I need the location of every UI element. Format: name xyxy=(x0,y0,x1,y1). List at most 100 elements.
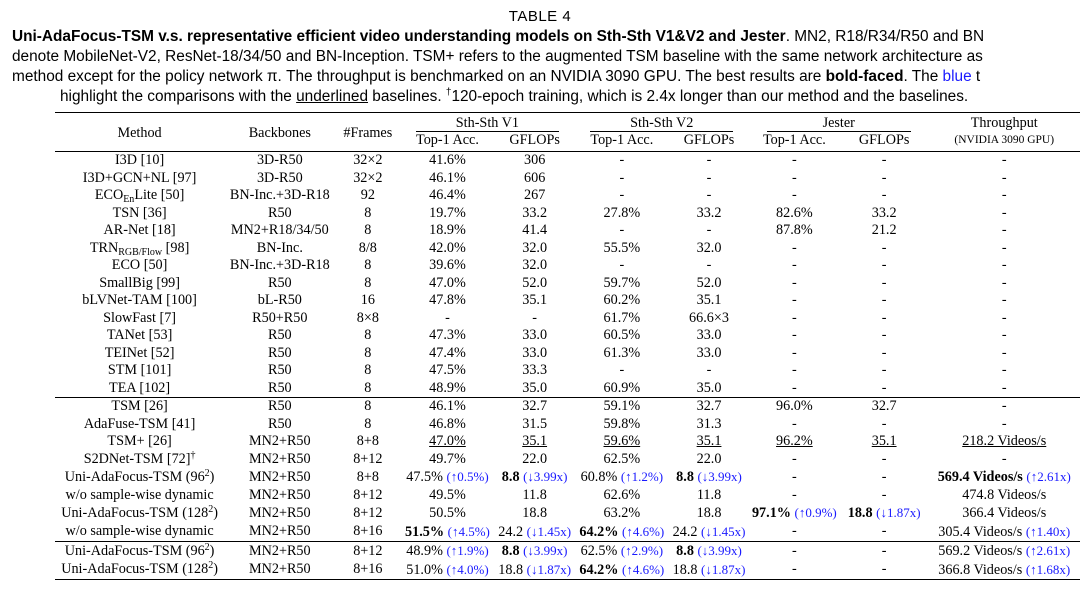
delta-up: (↑4.5%) xyxy=(447,523,490,539)
cell-v1-acc: 47.5% (↑0.5%) xyxy=(406,469,489,485)
cell-v2-acc: 62.5% (↑2.9%) xyxy=(580,543,664,559)
cell-jester-gflops: 21.2 xyxy=(871,222,897,238)
cell-throughput: - xyxy=(1001,292,1007,308)
cell-v1-acc: 19.7% xyxy=(429,204,466,221)
cell-frames: 8 xyxy=(364,415,372,432)
cell-v2-gflops: 8.8 (↓3.99x) xyxy=(676,469,742,485)
cell-backbone: MN2+R50 xyxy=(249,504,311,521)
cell-jester-gflops: - xyxy=(881,152,887,168)
header-v1-gflops: GFLOPs xyxy=(509,132,560,148)
cell-v1-gflops: 18.8 xyxy=(522,504,548,521)
cell-jester-gflops: - xyxy=(881,450,887,467)
cell-throughput: - xyxy=(1001,152,1007,168)
cell-backbone: 3D-R50 xyxy=(256,152,303,168)
cell-throughput: - xyxy=(1001,239,1007,256)
cell-jester-acc: - xyxy=(791,468,797,485)
cell-v1-gflops: 11.8 xyxy=(522,486,547,503)
cell-jester-acc: - xyxy=(791,450,797,467)
caption-line-2: denote MobileNet-V2, ResNet-18/34/50 and… xyxy=(12,47,1080,67)
cell-jester-acc: - xyxy=(791,327,797,343)
delta-down: (↓1.45x) xyxy=(526,523,572,539)
delta-down: (↓1.87x) xyxy=(876,505,921,520)
cell-jester-gflops: - xyxy=(881,468,887,485)
cell-backbone: MN2+R50 xyxy=(249,433,311,449)
caption-text: 120-epoch training, which is 2.4x longer… xyxy=(451,88,969,105)
cell-jester-acc: - xyxy=(791,239,797,256)
header-row: Method Backbones #Frames Sth-Sth V1 Sth-… xyxy=(55,112,1080,152)
cell-jester-acc: - xyxy=(791,486,797,503)
cell-v2-gflops: 33.0 xyxy=(696,327,722,343)
cell-jester-acc: 97.1% (↑0.9%) xyxy=(751,505,837,521)
cell-v1-acc: 48.9% xyxy=(429,379,466,396)
cell-v1-gflops: 18.8 (↓1.87x) xyxy=(498,561,572,578)
cell-v2-acc: 59.8% xyxy=(603,415,641,432)
cell-throughput: 569.4 Videos/s (↑2.61x) xyxy=(937,469,1071,485)
cell-throughput: - xyxy=(1001,344,1007,361)
cell-frames: 32×2 xyxy=(353,169,383,186)
cell-backbone: MN2+R50 xyxy=(249,523,311,539)
cell-jester-gflops: 32.7 xyxy=(871,398,897,414)
cell-v1-gflops: 32.0 xyxy=(522,257,548,273)
cell-jester-acc: 96.2% xyxy=(776,433,813,449)
cell-frames: 8 xyxy=(364,204,372,221)
cell-throughput: - xyxy=(1001,169,1007,186)
cell-v1-acc: 46.8% xyxy=(429,415,466,432)
cell-method: TEA [102] xyxy=(109,379,171,396)
cell-frames: 8+12 xyxy=(353,486,383,503)
cell-throughput: - xyxy=(1001,274,1007,291)
cell-v1-gflops: 267 xyxy=(524,187,546,203)
cell-v1-acc: 39.6% xyxy=(429,257,466,273)
table-row: TANet [53] R50 8 47.3% 33.0 60.5% 33.0 - - - xyxy=(55,327,1080,345)
header-sth-v1: Sth-Sth V1 xyxy=(400,113,574,132)
cell-v1-acc: 47.8% xyxy=(429,292,466,308)
cell-method: TSM [26] xyxy=(111,398,168,414)
cell-jester-gflops: - xyxy=(881,239,887,256)
cell-method: ECO [50] xyxy=(111,257,168,273)
cell-v2-acc: - xyxy=(619,169,625,186)
cell-backbone: bL-R50 xyxy=(257,292,302,308)
header-sth-v2: Sth-Sth V2 xyxy=(575,113,749,132)
header-throughput-gpu: (NVIDIA 3090 GPU) xyxy=(954,134,1055,146)
cell-v2-gflops: - xyxy=(706,222,712,238)
cell-v2-acc: - xyxy=(619,187,625,203)
cell-method: ECOEnLite [50] xyxy=(94,187,185,205)
cell-throughput: 366.4 Videos/s xyxy=(962,504,1047,521)
group-3: Uni-AdaFocus-TSM (962) MN2+R50 8+12 48.9% … xyxy=(55,541,1080,580)
cell-throughput: - xyxy=(1001,222,1007,238)
cell-jester-gflops: - xyxy=(881,344,887,361)
cell-v2-acc: 61.7% xyxy=(603,309,641,326)
cell-method: TSN [36] xyxy=(112,204,167,221)
caption-blue-word: blue xyxy=(942,68,972,85)
cell-v1-gflops: 31.5 xyxy=(522,415,548,432)
results-table: Method Backbones #Frames Sth-Sth V1 Sth-… xyxy=(55,112,1080,580)
cell-jester-gflops: - xyxy=(881,362,887,378)
table-row: Uni-AdaFocus-TSM (962) MN2+R50 8+8 47.5% (… xyxy=(55,468,1080,487)
cell-throughput: 218.2 Videos/s xyxy=(962,433,1047,449)
cell-v1-gflops: 606 xyxy=(524,169,546,186)
cell-frames: 8 xyxy=(364,327,372,343)
cell-throughput: - xyxy=(1001,398,1007,414)
cell-backbone: MN2+R50 xyxy=(249,561,311,577)
cell-v1-acc: 49.7% xyxy=(429,450,466,467)
cell-frames: 8 xyxy=(364,222,372,238)
table-caption: Uni-AdaFocus-TSM v.s. representative eff… xyxy=(12,27,1080,107)
cell-jester-acc: 82.6% xyxy=(776,204,813,221)
cell-backbone: BN-Inc. xyxy=(256,239,303,256)
cell-v2-acc: 60.9% xyxy=(603,379,641,396)
cell-jester-acc: - xyxy=(791,309,797,326)
cell-v2-gflops: - xyxy=(706,152,712,168)
table-row: ECO [50] BN-Inc.+3D-R18 8 39.6% 32.0 - - - - - xyxy=(55,257,1080,275)
delta-down: (↓1.87x) xyxy=(701,561,746,577)
cell-frames: 8 xyxy=(364,274,372,291)
cell-backbone: MN2+R50 xyxy=(249,542,311,559)
caption-text: . MN2, R18/R34/R50 and BN xyxy=(785,28,985,45)
cell-jester-acc: - xyxy=(791,542,797,559)
cell-backbone: R50 xyxy=(267,327,292,343)
table-row: TEA [102] R50 8 48.9% 35.0 60.9% 35.0 - - - xyxy=(55,380,1080,398)
table-row: ECOEnLite [50] BN-Inc.+3D-R18 92 46.4% 267 -… xyxy=(55,187,1080,205)
table-row: SmallBig [99] R50 8 47.0% 52.0 59.7% 52.0 - - - xyxy=(55,275,1080,293)
group-1: I3D [10] 3D-R50 32×2 41.6% 306- - - - - I3D+GCN… xyxy=(55,152,1080,398)
cell-method: SmallBig [99] xyxy=(99,274,180,291)
cell-v2-acc: 60.2% xyxy=(603,292,641,308)
caption-text: baselines. xyxy=(368,88,446,105)
